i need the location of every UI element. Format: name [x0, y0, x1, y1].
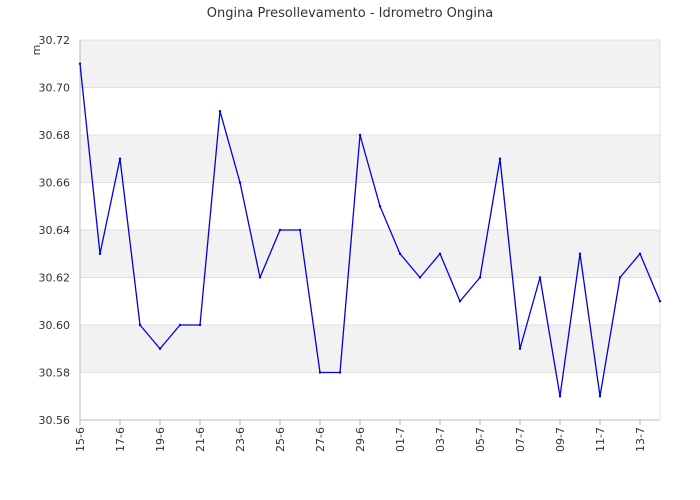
data-point [498, 157, 502, 160]
x-tick-label: 25-6 [274, 427, 287, 452]
y-tick-label: 30.60 [39, 319, 71, 332]
x-tick-label: 23-6 [234, 427, 247, 452]
y-tick-label: 30.72 [39, 34, 71, 47]
background-band [80, 230, 660, 278]
data-point [558, 395, 562, 398]
data-point [238, 181, 242, 184]
x-tick-label: 29-6 [354, 427, 367, 452]
background-bands [80, 40, 660, 420]
data-point [398, 252, 402, 255]
x-tick-label: 19-6 [154, 427, 167, 452]
data-point [518, 347, 522, 350]
data-point [278, 228, 282, 232]
x-tick-label: 27-6 [314, 427, 327, 452]
x-tick-label: 13-7 [634, 427, 647, 452]
x-tick-label: 15-6 [74, 427, 87, 452]
data-point [378, 205, 382, 208]
data-point [438, 252, 442, 255]
data-point [178, 323, 182, 327]
x-tick-label: 01-7 [394, 427, 407, 452]
x-tick-label: 11-7 [594, 427, 607, 452]
data-point [458, 300, 462, 303]
data-point [118, 157, 122, 160]
data-point [78, 62, 82, 65]
data-point [198, 323, 202, 327]
data-point [538, 276, 542, 279]
axes [79, 40, 661, 425]
background-band [80, 182, 660, 230]
data-point [638, 252, 642, 255]
x-tick-labels: 15-6 17-6 19-6 21-6 23-6 25-6 27-6 29-6 01-7 03-7… [74, 427, 647, 452]
data-point [358, 133, 362, 137]
series-line [79, 63, 661, 397]
background-band [80, 325, 660, 373]
y-tick-label: 30.66 [39, 177, 71, 190]
data-point [298, 228, 302, 232]
data-point [258, 276, 262, 279]
data-point [598, 395, 602, 398]
data-point [658, 300, 662, 303]
chart-title: Ongina Presollevamento - Idrometro Ongin… [207, 6, 493, 21]
y-tick-labels: 30.56 30.58 30.60 30.62 30.64 30.66 30.68 30.70… [39, 34, 71, 427]
data-point [478, 276, 482, 279]
y-tick-label: 30.62 [39, 272, 71, 285]
x-tick-label: 03-7 [434, 427, 447, 452]
data-point [618, 276, 622, 279]
y-tick-label: 30.64 [39, 224, 71, 237]
data-point [218, 110, 222, 113]
y-tick-label: 30.70 [39, 82, 71, 95]
data-point [418, 276, 422, 279]
background-band [80, 87, 660, 135]
y-tick-label: 30.58 [39, 367, 71, 380]
y-tick-label: 30.56 [39, 414, 71, 427]
data-point [98, 252, 102, 255]
y-tick-label: 30.68 [39, 129, 71, 142]
data-point [158, 347, 162, 350]
x-tick-label: 05-7 [474, 427, 487, 452]
data-point [138, 323, 142, 327]
background-band [80, 372, 660, 420]
x-tick-label: 21-6 [194, 427, 207, 452]
data-point [578, 252, 582, 255]
x-tick-label: 17-6 [114, 427, 127, 452]
background-band [80, 40, 660, 88]
x-tick-label: 07-7 [514, 427, 527, 452]
series-group [78, 62, 662, 398]
data-point [318, 371, 322, 374]
data-point [338, 371, 342, 374]
background-band [80, 277, 660, 325]
x-tick-label: 09-7 [554, 427, 567, 452]
y-axis-label: m [30, 45, 43, 56]
background-band [80, 135, 660, 183]
